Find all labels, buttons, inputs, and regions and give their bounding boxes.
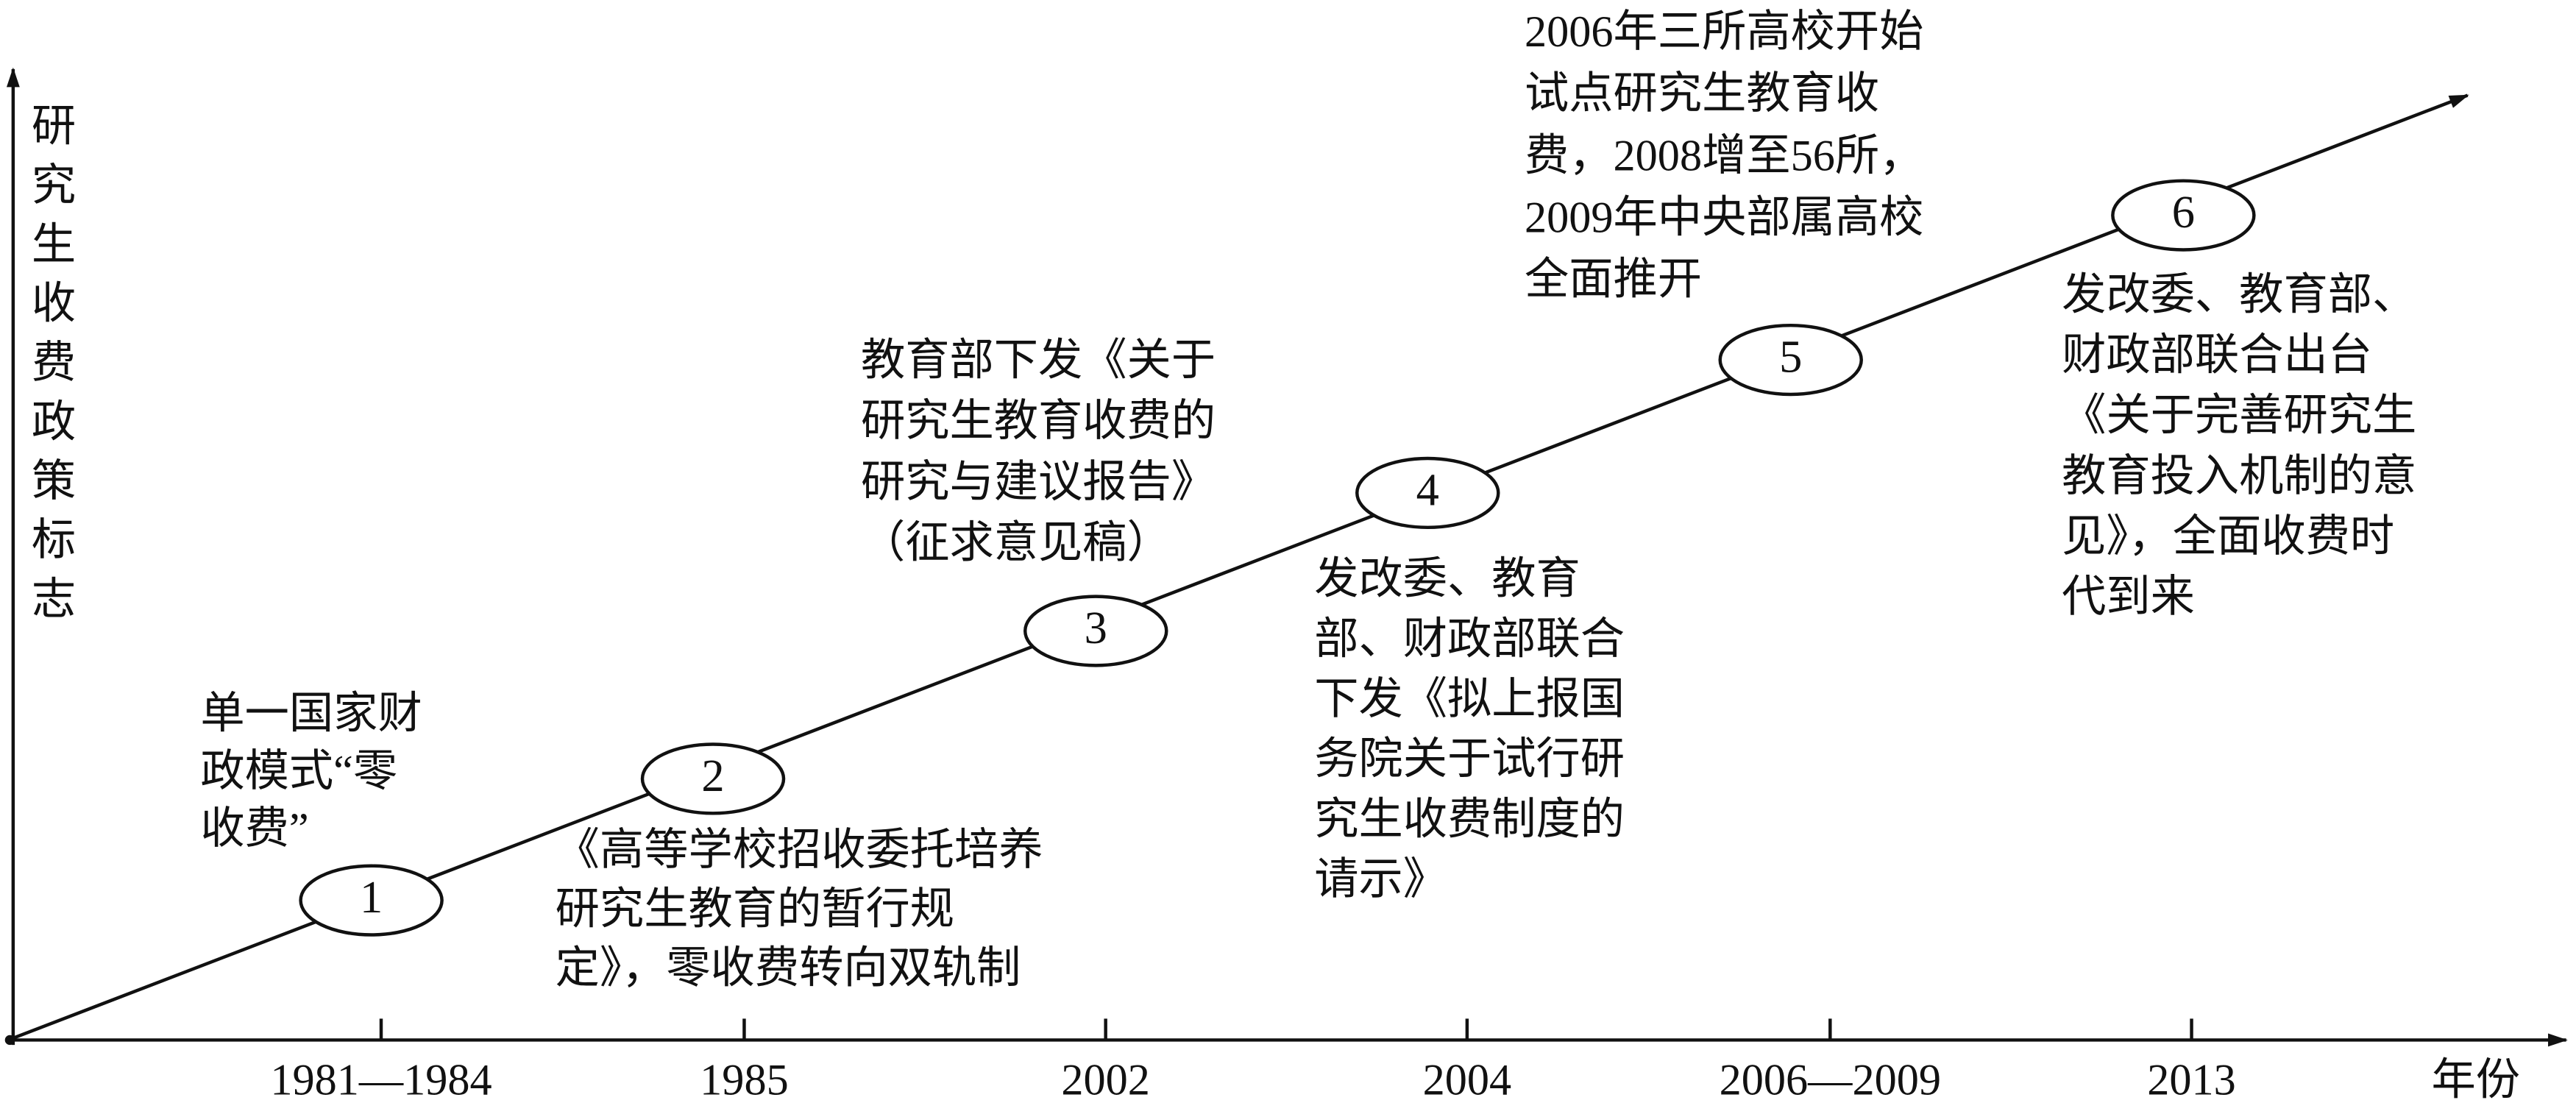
x-axis-label: 年份 [2432,1056,2521,1105]
event-text: 研究生教育收费的 [861,397,1216,446]
origin [4,1035,15,1046]
event-node [640,742,786,815]
event-text: 《关于完善研究生 [2062,391,2416,441]
event-number: 1 [360,871,383,923]
year-label: 2006—2009 [1720,1056,1941,1105]
event-text: 费，2008增至56所， [1525,131,1923,180]
event-text: 2006年三所高校开始 [1525,7,1923,57]
event-text: 请示》 [1314,855,1447,904]
year-label: 1985 [700,1056,789,1105]
event-number: 2 [701,750,724,801]
event-number: 3 [1085,602,1107,653]
event-text: 研究生教育的暂行规 [556,884,954,934]
event-text: （征求意见稿） [861,518,1171,567]
event-text: 部、财政部联合 [1314,614,1625,664]
event-text: 单一国家财 [200,689,422,739]
event-number: 5 [1779,331,1802,383]
event-text: 务院关于试行研 [1314,735,1625,784]
event-number: 4 [1416,464,1439,515]
event-node [299,864,444,937]
event-text: 政模式“零 [200,747,397,796]
event-text: 见》，全面收费时 [2062,512,2394,561]
event-text: 代到来 [2062,572,2195,622]
event-node [1355,456,1500,530]
event-text: 试点研究生教育收 [1525,69,1879,118]
event-text: 发改委、教育 [1314,555,1580,604]
event-text: 教育投入机制的意 [2062,452,2416,501]
y-axis-label: 研究生收费政策标志 [24,102,74,634]
event-text: 全面推开 [1525,255,1702,305]
event-text: 财政部联合出台 [2062,330,2372,380]
year-label: 2004 [1423,1056,1512,1105]
event-text: 发改委、教育部、 [2062,270,2416,319]
event-text: 《高等学校招收委托培养 [556,826,1043,875]
event-node [1023,595,1168,667]
event-text: 收费” [200,804,308,854]
event-node [2111,179,2256,252]
event-text: 下发《拟上报国 [1314,675,1625,724]
event-text: 究生收费制度的 [1314,795,1625,844]
event-text: 教育部下发《关于 [861,336,1216,386]
year-label: 1981—1984 [270,1056,492,1105]
year-label: 2002 [1061,1056,1150,1105]
year-label: 2013 [2147,1056,2236,1105]
event-text: 2009年中央部属高校 [1525,194,1923,243]
event-text: 定》，零收费转向双轨制 [556,944,1021,993]
event-text: 研究与建议报告》 [861,458,1216,507]
event-node [1718,323,1863,397]
event-number: 6 [2172,186,2195,238]
